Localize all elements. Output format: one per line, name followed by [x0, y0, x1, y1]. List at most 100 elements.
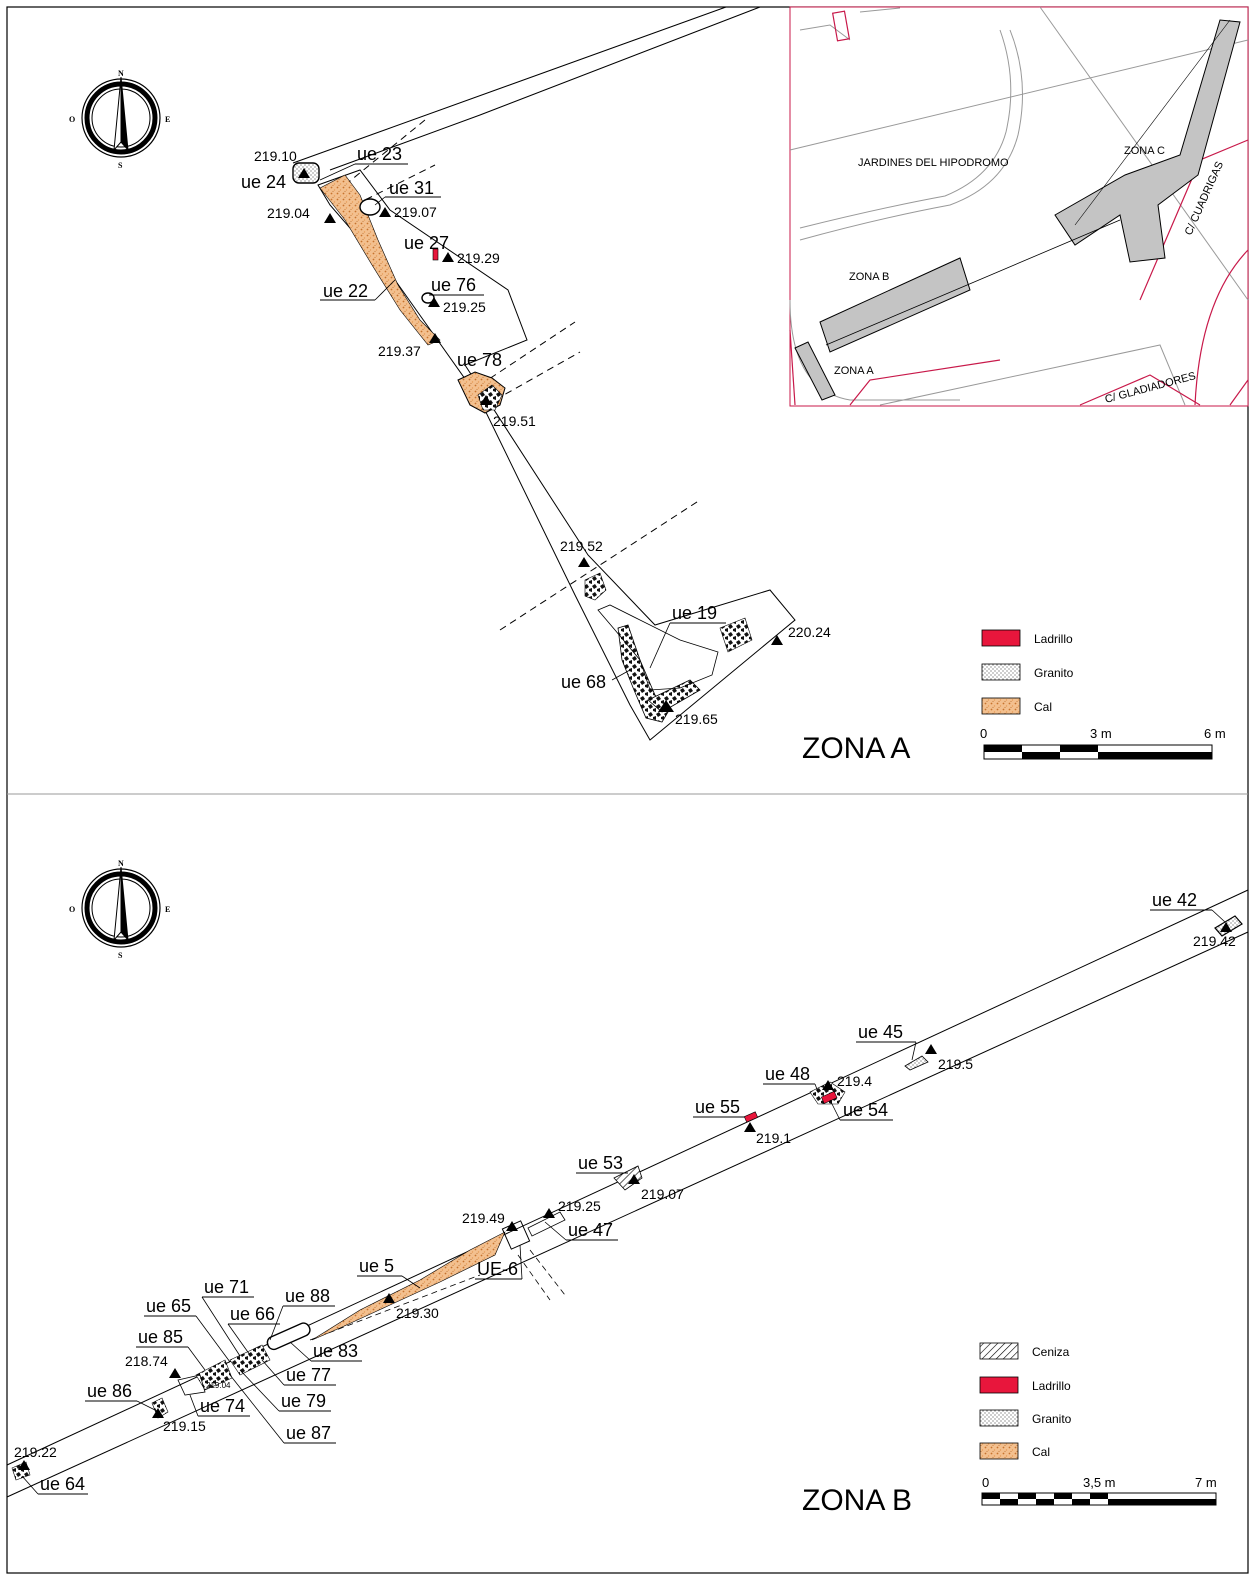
legend-swatch-cal-b — [979, 1442, 1019, 1460]
compass-south: S — [118, 161, 123, 170]
elev-b-219-1: 219.1 — [756, 1130, 791, 1146]
elev-a-219-37: 219.37 — [378, 343, 421, 359]
zone-b-legend: Ceniza Ladrillo Granito Cal — [979, 1342, 1072, 1460]
ue-74-feature — [177, 1374, 206, 1396]
ue-66-label: ue 66 — [230, 1304, 275, 1324]
scale-a-0: 0 — [980, 726, 987, 741]
zone-a-legend: Ladrillo Granito Cal — [981, 629, 1074, 715]
ue-66-rubble — [229, 1344, 271, 1376]
ue-83-label: ue 83 — [313, 1341, 358, 1361]
ue-45-feature — [904, 1055, 929, 1071]
zone-a-trench-inner-wall — [329, 6, 761, 171]
legend-swatch-ladrillo-b — [979, 1376, 1019, 1394]
zone-a-title: ZONA A — [802, 732, 910, 765]
ue-22-label: ue 22 — [323, 281, 368, 301]
ue-19-rubble — [719, 617, 753, 653]
legend-b-ceniza: Ceniza — [1032, 1345, 1070, 1359]
compass-west: O — [69, 115, 75, 124]
elev-a-219-65: 219.65 — [675, 711, 718, 727]
map-label-zona-c: ZONA C — [1124, 145, 1165, 157]
ue-78-label: ue 78 — [457, 350, 502, 370]
ue-86-label: ue 86 — [87, 1381, 132, 1401]
ue-54-label: ue 54 — [843, 1100, 888, 1120]
elev-b-219-4: 219.4 — [837, 1073, 872, 1089]
elev-a-219-25: 219.25 — [443, 299, 486, 315]
elev-a-220-24: 220.24 — [788, 624, 831, 640]
ue-65-label: ue 65 — [146, 1296, 191, 1316]
scale-b-3-5m: 3,5 m — [1083, 1475, 1116, 1490]
ue-64-label: ue 64 — [40, 1474, 85, 1494]
ue-76-label: ue 76 — [431, 275, 476, 295]
ue-45-label: ue 45 — [858, 1022, 903, 1042]
legend-swatch-granito-a — [981, 663, 1021, 681]
ue-55-brick — [743, 1111, 759, 1123]
section-lines — [344, 119, 701, 631]
location-map: JARDINES DEL HIPODROMO ZONA C ZONA B ZON… — [789, 6, 1249, 407]
ue-47-label: ue 47 — [568, 1220, 613, 1240]
zone-a-scale-bar: 0 3 m 6 m — [980, 726, 1226, 760]
ue-85-label: ue 85 — [138, 1327, 183, 1347]
elev-a-219-10: 219.10 — [254, 148, 297, 164]
legend-swatch-ceniza-b — [979, 1342, 1019, 1360]
scale-b-0: 0 — [982, 1475, 989, 1490]
ue-6-label: UE-6 — [477, 1259, 518, 1279]
ue-79-label: ue 79 — [281, 1391, 326, 1411]
elev-b-218-74: 218.74 — [125, 1353, 168, 1369]
legend-a-granito: Granito — [1034, 666, 1074, 680]
elev-b-219-30: 219.30 — [396, 1305, 439, 1321]
ue-24-label: ue 24 — [241, 172, 286, 192]
zone-b-title: ZONA B — [802, 1484, 912, 1517]
ue-23-label: ue 23 — [357, 144, 402, 164]
ue-74-label: ue 74 — [200, 1396, 245, 1416]
compass-south-b: S — [118, 951, 123, 960]
elev-b-219-49: 219.49 — [462, 1210, 505, 1226]
map-label-jardines: JARDINES DEL HIPODROMO — [858, 157, 1009, 169]
ue-22-cal-deposit — [319, 174, 441, 346]
elev-b-219-5: 219.5 — [938, 1056, 973, 1072]
ue-53-ceniza — [613, 1165, 643, 1191]
ue-87-label: ue 87 — [286, 1423, 331, 1443]
elevation-markers-a — [298, 168, 783, 712]
elev-a-219-29: 219.29 — [457, 250, 500, 266]
north-arrow-icon: N S E O — [69, 69, 170, 170]
zone-a-trench-upper-wall — [292, 6, 727, 164]
elev-b-219-25: 219.25 — [558, 1198, 601, 1214]
legend-b-cal: Cal — [1032, 1445, 1050, 1459]
elev-b-219-15: 219.15 — [163, 1418, 206, 1434]
scale-a-6m: 6 m — [1204, 726, 1226, 741]
ue-19-label: ue 19 — [672, 603, 717, 623]
legend-swatch-cal-a — [981, 697, 1021, 715]
legend-swatch-granito-b — [979, 1409, 1019, 1427]
ue-83-feature — [266, 1322, 311, 1351]
elev-a-219-07: 219.07 — [394, 204, 437, 220]
ue-88-label: ue 88 — [285, 1286, 330, 1306]
elev-b-219-22: 219.22 — [14, 1444, 57, 1460]
zone-a-trench-outline — [317, 169, 796, 741]
compass-east-b: E — [165, 905, 170, 914]
ue-68-rubble-cross — [647, 679, 701, 713]
elev-a-219-52: 219.52 — [560, 538, 603, 554]
legend-a-ladrillo: Ladrillo — [1034, 632, 1073, 646]
ue-27-brick — [432, 248, 439, 261]
scale-b-7m: 7 m — [1195, 1475, 1217, 1490]
map-label-zona-a: ZONA A — [834, 365, 874, 377]
zone-b-trench-lower — [6, 931, 1249, 1498]
compass-north: N — [118, 69, 124, 78]
elev-a-219-04: 219.04 — [267, 205, 310, 221]
compass-east: E — [165, 115, 170, 124]
zone-a-plan: N S E O — [69, 6, 1226, 765]
scale-a-3m: 3 m — [1090, 726, 1112, 741]
ue-5-cal-deposit — [311, 1231, 506, 1341]
ue-31-feature — [359, 198, 381, 216]
legend-b-ladrillo: Ladrillo — [1032, 1379, 1071, 1393]
compass-north-b: N — [118, 859, 124, 868]
ue-64-feature — [11, 1461, 31, 1481]
elev-b-219-07: 219.07 — [641, 1186, 684, 1202]
zone-b-scale-bar: 0 3,5 m 7 m — [981, 1475, 1217, 1506]
zone-b-plan: N S E O — [6, 859, 1249, 1517]
ue-53-label: ue 53 — [578, 1153, 623, 1173]
compass-west-b: O — [69, 905, 75, 914]
ue-27-label: ue 27 — [404, 233, 449, 253]
north-arrow-icon: N S E O — [69, 859, 170, 960]
